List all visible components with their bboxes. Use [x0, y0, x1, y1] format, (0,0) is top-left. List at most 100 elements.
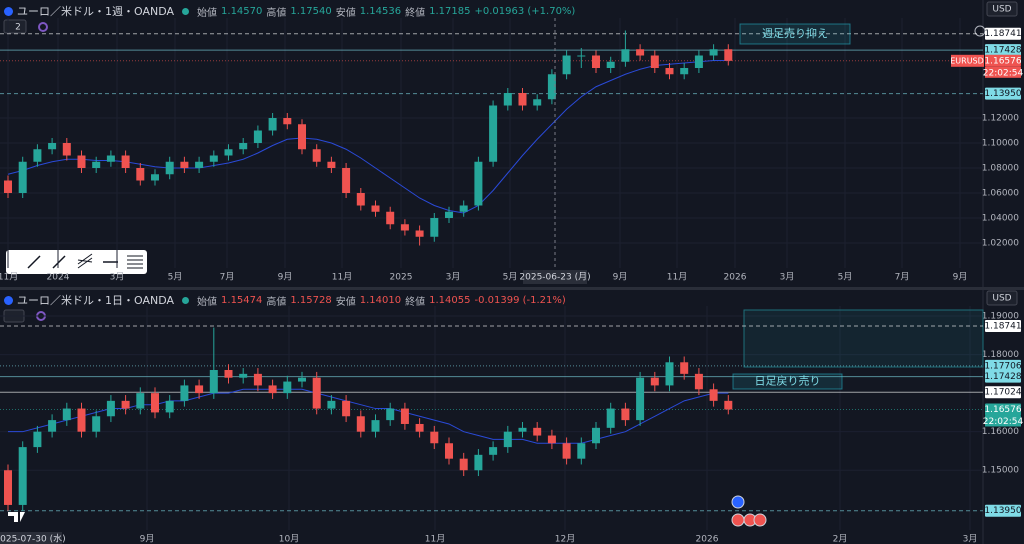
annotation-box [732, 373, 843, 390]
candle-body [445, 211, 453, 218]
candle-body [636, 49, 645, 56]
x-tick-label: 3月 [963, 534, 978, 544]
candle-body [489, 105, 498, 162]
ohlc-label: 始値 [197, 7, 218, 19]
price-tag-label: 1.18741 [984, 29, 1021, 39]
currency-button[interactable] [986, 1, 1018, 17]
candle-body [400, 224, 409, 231]
candle-body [268, 118, 277, 131]
candle-body [533, 427, 542, 436]
layout-chip[interactable] [3, 19, 27, 34]
currency-button[interactable] [986, 290, 1018, 306]
toolbar-bg [6, 250, 147, 274]
price-tag-label: 1.13950 [984, 89, 1021, 99]
candle-body [680, 362, 689, 374]
annotation: 週足売り抑え [762, 26, 828, 40]
candle-body [386, 408, 395, 421]
candle-body [165, 161, 174, 175]
candle-body [606, 61, 615, 68]
candle-body [4, 180, 12, 193]
x-tick-label: 5月 [838, 272, 853, 283]
calendar-icons [731, 495, 767, 527]
candle-body [386, 211, 395, 225]
price-tag [985, 403, 1021, 416]
candle-body [253, 373, 262, 386]
countdown: 22:02:54 [983, 68, 1024, 78]
candle-body [4, 470, 12, 505]
candle-body [165, 400, 174, 413]
tool-ray[interactable] [52, 255, 66, 269]
candle-body [33, 431, 42, 448]
candle-body [239, 143, 248, 150]
ohlc-value: 1.14570 [221, 5, 263, 17]
candle-body [224, 370, 233, 378]
candle-body [547, 435, 556, 444]
y-tick-label: 1.15000 [982, 466, 1019, 476]
candle-body [562, 55, 571, 75]
candle-body [562, 443, 571, 459]
candle-body [327, 400, 336, 409]
candle-body [650, 377, 659, 386]
candle-body [18, 161, 27, 193]
price-tag [985, 359, 1021, 372]
drawing-toolbar [6, 250, 147, 274]
price-tag [985, 87, 1021, 100]
crosshair-label: 2025-06-23 (月) [519, 272, 590, 283]
x-tick-label: 11月 [667, 272, 687, 283]
candle-body [503, 93, 512, 106]
price-tag-label: 1.13950 [984, 506, 1021, 516]
price-tag [985, 27, 1021, 40]
tool-line[interactable] [27, 255, 41, 269]
header: ユーロ／米ドル・1日・OANDA 始値 1.15474 高値 1.15728 安値 1.14… [4, 292, 566, 308]
candle-body [518, 93, 527, 106]
countdown-tag [985, 66, 1021, 78]
candle-body [312, 149, 321, 162]
candle-body [356, 416, 365, 432]
candle-body [694, 373, 703, 390]
indicator-icon[interactable] [38, 22, 48, 32]
currency: USD [992, 294, 1011, 304]
price-tag [985, 44, 1021, 57]
ohlc-label: 安値 [335, 7, 356, 19]
status-dot [182, 7, 190, 15]
x-tick-label: 3月 [446, 272, 461, 283]
event-icon[interactable] [731, 513, 745, 527]
candle-body [400, 408, 409, 424]
chart-title: ユーロ／米ドル・1週・OANDA [17, 5, 175, 18]
candle-body [577, 443, 586, 459]
layout-count: 2 [15, 23, 21, 33]
candle-body [577, 55, 586, 57]
candle-body [459, 458, 468, 471]
ohlc-value: 1.14010 [359, 294, 402, 306]
x-tick-label: 11月 [425, 534, 445, 544]
event-icon[interactable] [753, 513, 767, 527]
x-tick-label: 5月 [168, 272, 183, 283]
x-tick-label: 2026 [724, 273, 747, 283]
candle-body [327, 161, 336, 168]
candle-body [606, 408, 615, 428]
tool-fib[interactable] [77, 253, 93, 269]
candle-body [474, 161, 483, 206]
candles [4, 327, 733, 511]
candle-body [650, 55, 659, 68]
x-tick-label: 3月 [780, 272, 795, 283]
candle-body [33, 149, 42, 162]
candle-body [415, 230, 424, 237]
candle-body [489, 447, 498, 455]
x-tick-label: 7月 [220, 272, 235, 283]
price-tag-label: 1.17024 [984, 388, 1021, 398]
logo [8, 512, 25, 522]
price-tag [985, 320, 1021, 333]
candle-body [92, 416, 101, 432]
annotation-box [739, 23, 851, 45]
candle-body [680, 68, 689, 75]
tool-lines[interactable] [127, 255, 143, 269]
candle-body [371, 205, 380, 212]
y-tick-label: 1.04000 [982, 214, 1019, 224]
event-icon[interactable] [731, 495, 745, 509]
candle-body [621, 49, 630, 62]
candle-body [709, 389, 718, 401]
x-tick-label: 9月 [613, 272, 628, 283]
candle-body [430, 431, 439, 444]
candle-body [48, 420, 57, 432]
